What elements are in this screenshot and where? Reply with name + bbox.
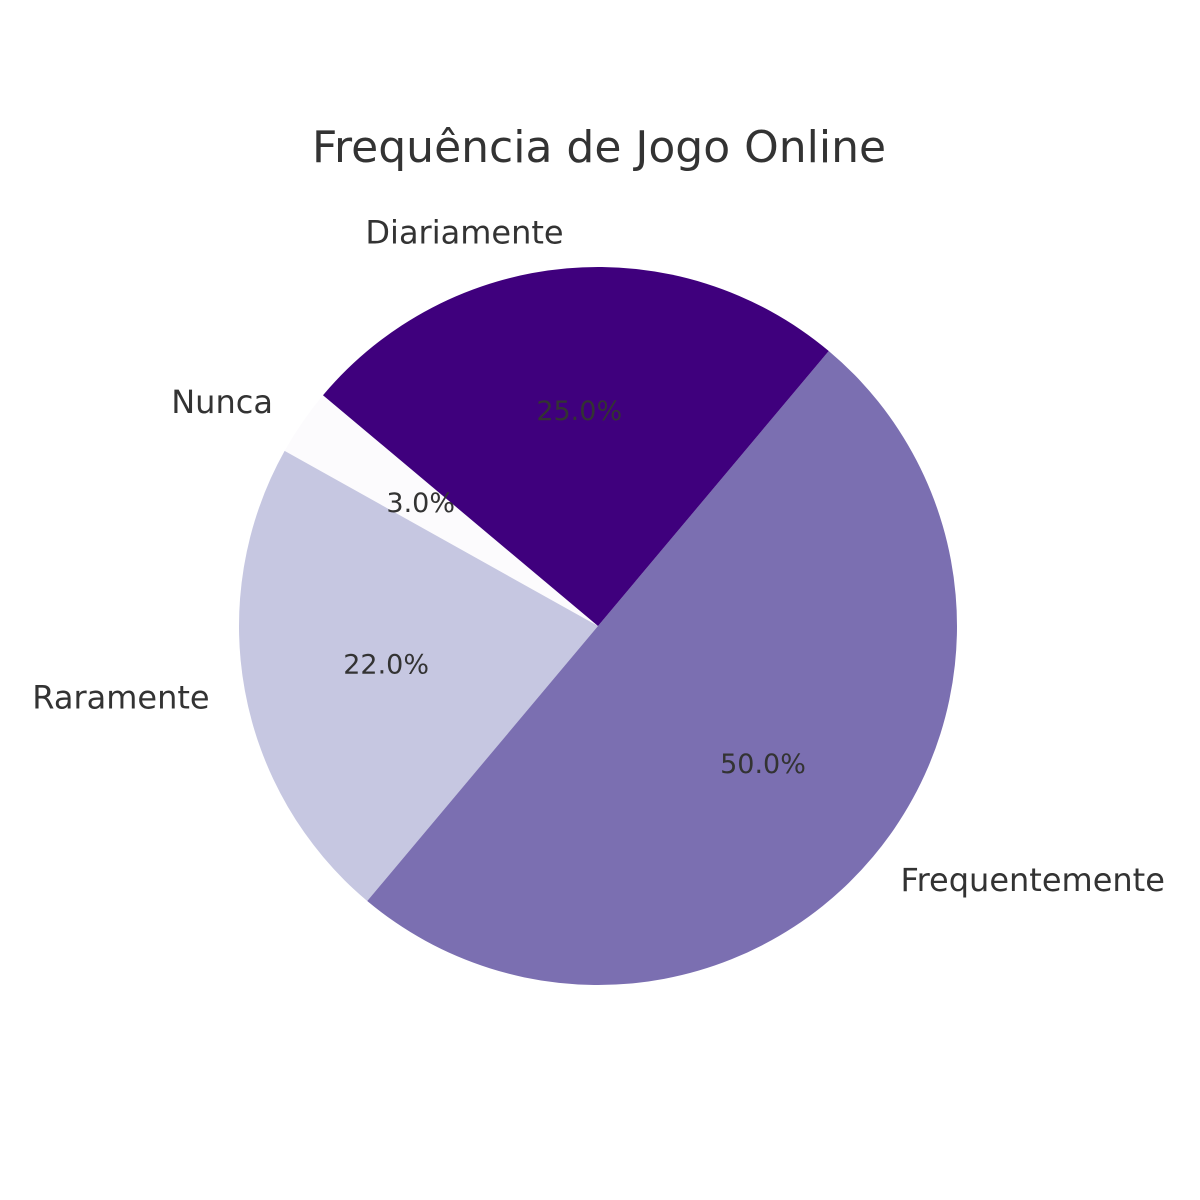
- pie-slice-raramente: [239, 450, 598, 902]
- pie-category-labels: Nunca Raramente Frequentemente Diariamente: [32, 214, 1165, 899]
- pie-slice-frequentemente: [367, 350, 958, 986]
- pie-percent-label-diariamente: 25.0%: [536, 396, 622, 427]
- pie-category-label-frequentemente: Frequentemente: [901, 861, 1165, 899]
- pie-category-label-raramente: Raramente: [32, 678, 209, 716]
- pie-slice-diariamente: [322, 267, 829, 626]
- pie-category-label-nunca: Nunca: [171, 383, 273, 421]
- pie-slice-nunca: [284, 395, 598, 626]
- chart-title: Frequência de Jogo Online: [312, 122, 886, 173]
- pie-percent-label-nunca: 3.0%: [386, 488, 455, 519]
- pie-slices: [239, 267, 958, 986]
- pie-percent-label-frequentemente: 50.0%: [720, 749, 806, 780]
- pie-percent-labels: 3.0% 22.0% 50.0% 25.0%: [343, 396, 806, 780]
- pie-percent-label-raramente: 22.0%: [343, 649, 429, 680]
- pie-category-label-diariamente: Diariamente: [365, 214, 563, 252]
